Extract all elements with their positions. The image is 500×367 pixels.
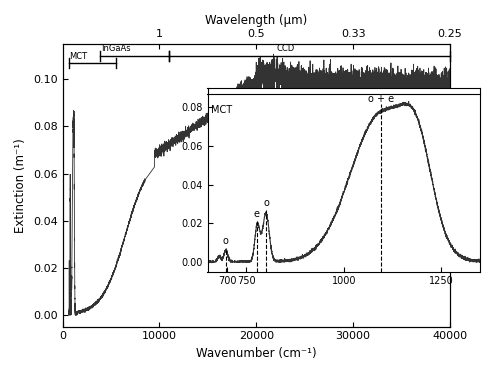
Text: MCT: MCT <box>69 51 87 61</box>
Text: CCD: CCD <box>276 44 294 54</box>
Text: InGaAs: InGaAs <box>101 44 131 54</box>
Text: o: o <box>223 236 228 247</box>
Text: MCT: MCT <box>210 105 232 116</box>
Y-axis label: Extinction (m⁻¹): Extinction (m⁻¹) <box>14 138 28 233</box>
X-axis label: Wavenumber (cm⁻¹): Wavenumber (cm⁻¹) <box>196 347 316 360</box>
Text: o + e: o + e <box>368 94 394 103</box>
Text: e: e <box>254 210 260 219</box>
X-axis label: Wavelength (μm): Wavelength (μm) <box>205 14 308 27</box>
Text: o: o <box>264 198 269 208</box>
